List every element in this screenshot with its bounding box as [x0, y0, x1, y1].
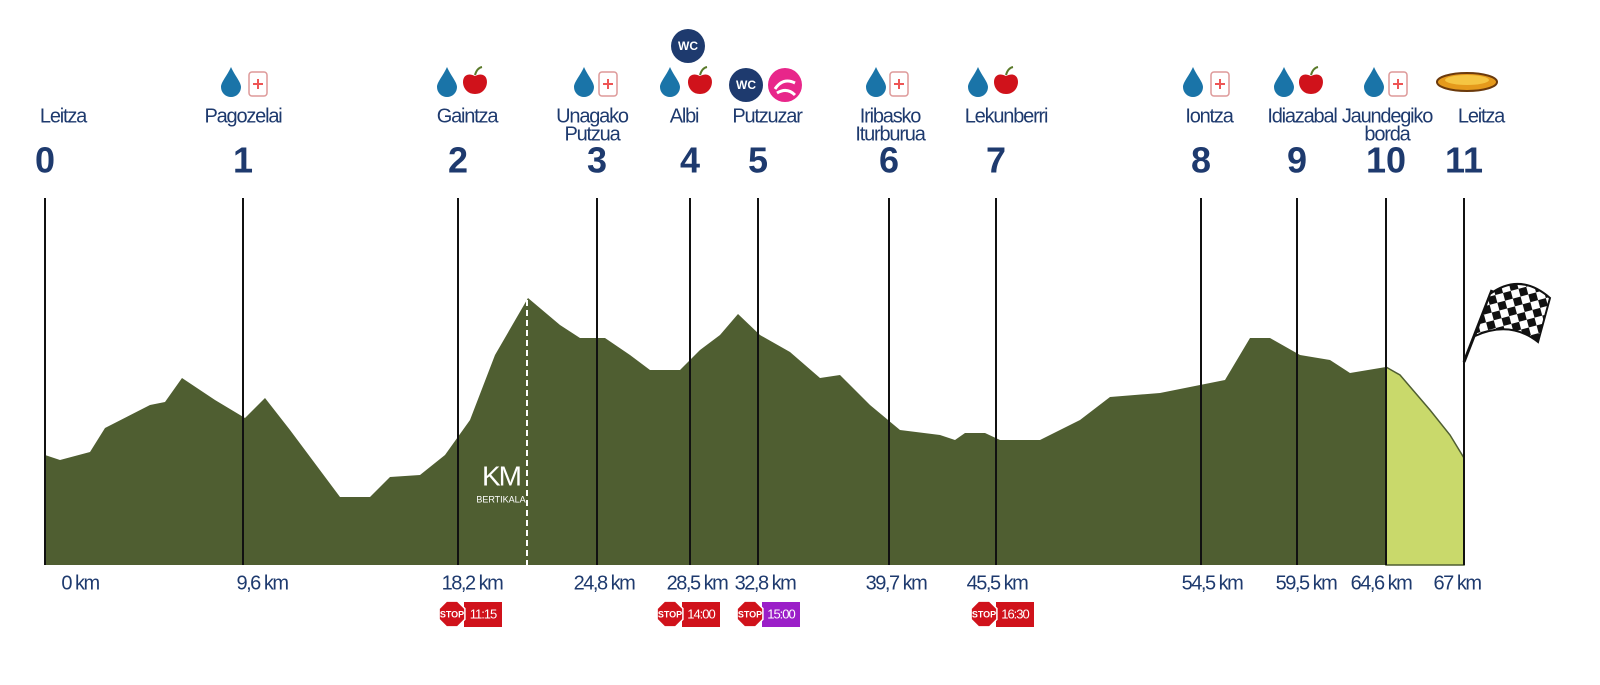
- final-descent: [1385, 365, 1465, 566]
- stop-time: 16:30: [1001, 606, 1029, 621]
- checkpoint-name: Idiazabal: [1267, 105, 1337, 127]
- checkpoint-distance: 54,5 km: [1182, 572, 1243, 594]
- terrain: [45, 298, 1386, 565]
- stop-sign-label: STOP: [658, 609, 682, 619]
- checkpoint-number: 3: [587, 140, 607, 181]
- checkpoint-number: 2: [448, 140, 468, 181]
- stop-sign-label: STOP: [738, 609, 762, 619]
- stop-time: 11:15: [470, 606, 497, 621]
- stop-sign: [736, 600, 764, 628]
- checkpoints: 0 Leitza 0 km 1 Pagozelai 9,6 km 2 Gaintza 18,2 …: [35, 29, 1507, 628]
- stop-time: 14:00: [687, 606, 715, 621]
- stop-time-box: [762, 602, 800, 627]
- checkpoint-name: Leitza: [1458, 105, 1506, 127]
- water-icon: [574, 67, 594, 97]
- first-aid-cross: [1393, 79, 1403, 89]
- water-icon: [660, 67, 680, 97]
- checkpoint-distance: 24,8 km: [574, 572, 635, 594]
- water-icon: [1274, 67, 1294, 97]
- checkpoint-number: 7: [986, 140, 1006, 181]
- checkpoint-distance: 45,5 km: [967, 572, 1028, 594]
- checkpoint-name: Iribasko: [860, 105, 922, 127]
- checkpoint-number: 0: [35, 140, 55, 181]
- first-aid-cross: [603, 79, 613, 89]
- vertical-km-title: KM: [482, 460, 521, 491]
- apple-icon: [994, 74, 1018, 94]
- checkpoint-distance: 18,2 km: [442, 572, 503, 594]
- checkpoint-name: Pagozelai: [204, 105, 282, 127]
- water-icon: [968, 67, 988, 97]
- checkpoint-distance: 39,7 km: [866, 572, 927, 594]
- checkpoint-distance: 0 km: [61, 572, 99, 594]
- checkpoint-number: 1: [233, 140, 253, 181]
- checkpoint-number: 11: [1445, 140, 1483, 181]
- checkpoint-name: Gaintza: [437, 105, 500, 127]
- checkpoint-distance: 64,6 km: [1351, 572, 1412, 594]
- apple-icon: [688, 74, 712, 94]
- apple-leaf: [474, 66, 483, 76]
- checkpoint-distance: 59,5 km: [1276, 572, 1337, 594]
- stop-time: 15:00: [767, 606, 795, 621]
- stop-sign-label: STOP: [972, 609, 996, 619]
- vertical-km-subtitle: BERTIKALA: [476, 494, 525, 504]
- water-icon: [1364, 67, 1384, 97]
- wc-label: WC: [678, 39, 698, 53]
- checkpoint-name: Iturburua: [855, 123, 926, 145]
- checkpoint-name: Putzua: [564, 123, 621, 145]
- stop-sign-label: STOP: [440, 609, 464, 619]
- first-aid-cross: [1215, 79, 1225, 89]
- stop-sign: [656, 600, 684, 628]
- water-icon: [1183, 67, 1203, 97]
- checkpoint-name: Jaundegiko: [1342, 105, 1433, 127]
- checkpoint-distance: 28,5 km: [667, 572, 728, 594]
- stop-time-box: [464, 602, 502, 627]
- checkpoint-distance: 9,6 km: [236, 572, 288, 594]
- massage-hands: [773, 79, 797, 97]
- first-aid-cross: [253, 79, 263, 89]
- wc-icon: [671, 29, 705, 63]
- stop-sign: [970, 600, 998, 628]
- checkpoint-name: Iontza: [1185, 105, 1234, 127]
- paella-rice: [1445, 75, 1489, 85]
- apple-icon: [463, 74, 487, 94]
- checkpoint-distance: 32,8 km: [735, 572, 796, 594]
- finish-flag: [1462, 282, 1552, 363]
- checkpoint-number: 5: [748, 140, 768, 181]
- apple-icon: [1299, 74, 1323, 94]
- checkpoint-name: borda: [1364, 123, 1411, 145]
- checkpoint-number: 9: [1287, 140, 1307, 181]
- checkpoint-name: Lekunberri: [965, 105, 1048, 127]
- checkpoint-name: Leitza: [40, 105, 88, 127]
- checkpoint-distance: 67 km: [1434, 572, 1482, 594]
- apple-leaf: [1310, 66, 1319, 76]
- water-icon: [437, 67, 457, 97]
- checkpoint-name: Albi: [670, 105, 699, 127]
- massage-icon: [768, 68, 802, 102]
- checkpoint-number: 8: [1191, 140, 1211, 181]
- wc-label: WC: [736, 78, 756, 92]
- checkpoint-number: 4: [680, 140, 700, 181]
- water-icon: [221, 67, 241, 97]
- checkpoint-name: Putzuzar: [732, 105, 803, 127]
- apple-leaf: [1005, 66, 1014, 76]
- water-icon: [866, 67, 886, 97]
- checkpoint-number: 6: [879, 140, 899, 181]
- wc-icon: [729, 68, 763, 102]
- checkpoint-number: 10: [1366, 140, 1406, 181]
- stop-sign: [438, 600, 466, 628]
- stop-time-box: [996, 602, 1034, 627]
- stop-time-box: [682, 602, 720, 627]
- checkpoint-name: Unagako: [556, 105, 629, 127]
- apple-leaf: [699, 66, 708, 76]
- first-aid-cross: [894, 79, 904, 89]
